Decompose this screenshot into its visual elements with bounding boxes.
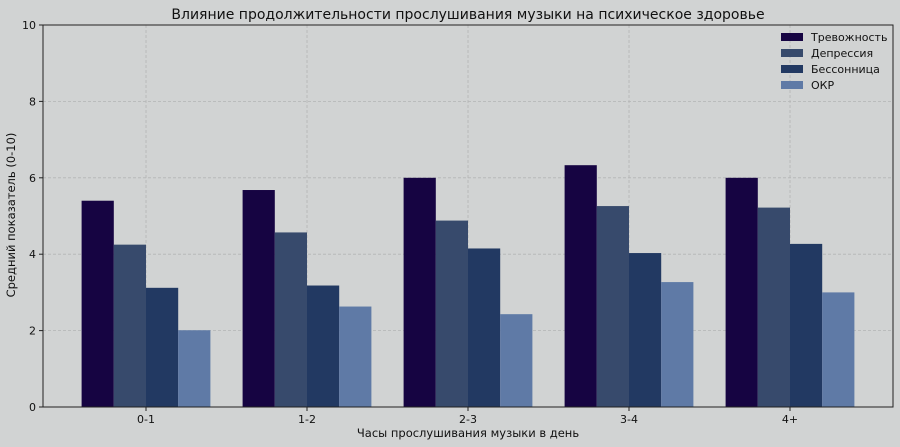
- bar: [81, 200, 114, 407]
- bar: [403, 177, 436, 407]
- y-tick-label: 8: [29, 95, 36, 108]
- x-tick-label: 4+: [782, 413, 798, 426]
- legend-label: Депрессия: [811, 47, 873, 60]
- y-tick-label: 2: [29, 325, 36, 338]
- legend-label: Бессонница: [811, 63, 880, 76]
- y-tick-label: 4: [29, 248, 36, 261]
- bar: [146, 287, 179, 407]
- legend-swatch: [781, 65, 803, 73]
- x-tick-label: 2-3: [459, 413, 477, 426]
- bar: [790, 243, 823, 407]
- bar: [242, 190, 275, 407]
- plot-frame: [42, 24, 894, 408]
- bar: [468, 248, 501, 407]
- bar: [596, 206, 629, 407]
- legend-swatch: [781, 81, 803, 89]
- bar: [564, 165, 597, 407]
- bar: [339, 306, 372, 407]
- bar: [178, 330, 211, 407]
- legend-swatch: [781, 33, 803, 41]
- bar: [725, 177, 758, 407]
- chart-title: Влияние продолжительности прослушивания …: [171, 7, 764, 23]
- bar: [307, 285, 340, 407]
- bar: [661, 282, 694, 407]
- bar: [274, 232, 307, 407]
- bars: [81, 165, 855, 407]
- y-tick-label: 6: [29, 172, 36, 185]
- bar: [629, 253, 662, 407]
- legend-swatch: [781, 49, 803, 57]
- bar: [435, 220, 468, 407]
- x-axis-label: Часы прослушивания музыки в день: [357, 426, 579, 440]
- legend: Тревожность Депрессия Бессонница ОКР: [781, 31, 887, 92]
- axes: 0 2 4 6 8 10 0-1 1-2 2-3 3-4 4+: [22, 19, 894, 426]
- bar: [822, 292, 855, 407]
- legend-label: ОКР: [811, 79, 834, 92]
- bar: [757, 207, 790, 407]
- x-tick-label: 0-1: [137, 413, 155, 426]
- x-tick-label: 1-2: [298, 413, 316, 426]
- y-tick-label: 10: [22, 19, 36, 32]
- legend-label: Тревожность: [810, 31, 887, 44]
- bar: [500, 314, 533, 407]
- y-tick-label: 0: [29, 401, 36, 414]
- y-axis-label: Средний показатель (0-10): [4, 133, 18, 298]
- bar: [113, 244, 146, 407]
- x-tick-label: 3-4: [620, 413, 638, 426]
